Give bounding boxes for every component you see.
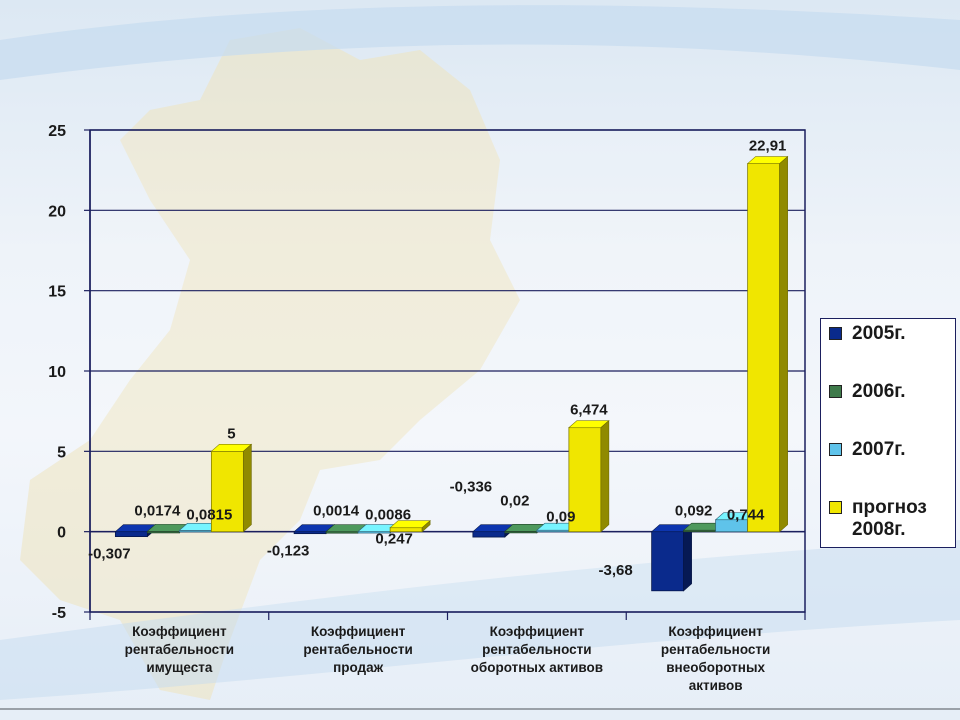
x-category-label: рентабельности (303, 642, 412, 657)
legend-item-forecast-2008: прогноз 2008г. (829, 497, 952, 541)
bar-side (779, 155, 788, 533)
bar (568, 419, 610, 533)
legend-swatch-2005 (829, 327, 842, 340)
x-category-label: Коэффициент (311, 624, 406, 639)
bar-front (472, 531, 506, 538)
legend-label-forecast-2008: прогноз 2008г. (852, 497, 927, 540)
x-category-label: внеоборотных (666, 660, 765, 675)
bars-layer (114, 155, 789, 592)
x-category-label: оборотных активов (471, 660, 603, 675)
legend-label-2007: 2007г. (852, 439, 906, 460)
x-category-label: рентабельности (482, 642, 591, 657)
x-category-label: продаж (333, 660, 384, 675)
data-label: 0,0086 (365, 507, 411, 524)
data-label: 0,092 (675, 503, 713, 520)
data-label: -0,123 (267, 543, 310, 560)
bar-side (683, 524, 692, 592)
data-label: -0,336 (450, 479, 493, 496)
bar-front (651, 531, 685, 592)
swoosh-bottom (0, 540, 960, 700)
x-axis: Коэффициент рентабельности имущеста Коэффиц… (89, 612, 806, 693)
data-label: 0,0014 (313, 503, 360, 520)
bar (650, 524, 693, 592)
bar-front (747, 163, 781, 533)
data-label: 0,744 (727, 507, 765, 524)
bar-side (243, 443, 252, 533)
y-tick-label: 5 (57, 444, 66, 461)
y-axis: -5 0 5 10 15 20 25 (48, 123, 91, 622)
data-label: 0,0174 (134, 503, 181, 520)
y-tick-label: 10 (48, 364, 66, 381)
x-category-label: Коэффициент (490, 624, 585, 639)
bar (389, 520, 431, 533)
data-label: -0,307 (88, 546, 131, 563)
data-label: 0,247 (375, 531, 413, 548)
legend-item-2007: 2007г. (829, 439, 952, 461)
footer-line (0, 708, 960, 710)
data-label: 0,09 (546, 509, 575, 526)
data-label: 6,474 (570, 402, 608, 419)
data-label: 0,02 (500, 493, 529, 510)
data-labels-layer: -0,307 -0,123 -0,336 -3,68 0,0174 0,0014 0,02 0… (88, 138, 786, 579)
x-category-label: рентабельности (125, 642, 234, 657)
bar-front (114, 531, 148, 537)
x-category-label: рентабельности (661, 642, 770, 657)
legend-item-2006: 2006г. (829, 381, 952, 403)
bar-front (210, 450, 244, 533)
swoosh-top (0, 5, 960, 81)
grid-layer (89, 129, 806, 613)
legend-swatch-2006 (829, 385, 842, 398)
legend-swatch-2007 (829, 443, 842, 456)
bar (210, 443, 253, 533)
x-category-label: Коэффициент (668, 624, 763, 639)
legend-label-2006: 2006г. (852, 381, 906, 402)
data-label: -3,68 (599, 562, 633, 579)
x-category-label: имущеста (146, 660, 212, 675)
y-tick-label: -5 (52, 605, 66, 622)
legend-label-2005: 2005г. (852, 323, 906, 344)
y-tick-label: 20 (48, 203, 66, 220)
bar (746, 155, 789, 533)
x-category-label: активов (689, 678, 743, 693)
legend-item-2005: 2005г. (829, 323, 952, 345)
data-label: 22,91 (749, 138, 787, 155)
x-category-label: Коэффициент (132, 624, 227, 639)
y-tick-label: 25 (48, 123, 66, 140)
data-label: 5 (227, 425, 235, 442)
data-label: 0,0815 (186, 507, 232, 524)
bar-side (421, 520, 431, 533)
legend-swatch-forecast-2008 (829, 501, 842, 514)
bar-side (600, 419, 610, 533)
chart-legend: 2005г. 2006г. 2007г. прогноз 2008г. (820, 318, 956, 548)
y-tick-label: 15 (48, 284, 66, 301)
y-tick-label: 0 (57, 525, 66, 542)
